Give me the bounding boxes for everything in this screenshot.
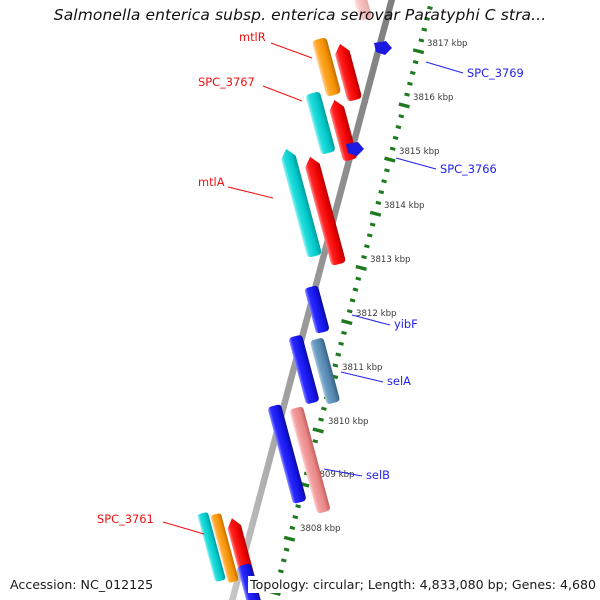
gene-label-SPC_3766[interactable]: SPC_3766 <box>440 162 497 176</box>
ruler-tick-label: 3816 kbp <box>413 93 454 103</box>
ruler-major-tick <box>398 102 410 109</box>
ruler-minor-tick <box>280 558 287 563</box>
ruler-minor-tick <box>332 363 339 368</box>
ruler-tick-label: 3815 kbp <box>399 147 440 157</box>
ruler-minor-tick <box>384 168 390 173</box>
ruler-minor-tick <box>412 59 419 65</box>
gene-blue-yibF[interactable] <box>304 285 330 334</box>
feature-marker-layer[interactable] <box>346 41 392 156</box>
label-leader-line-SPC_3761 <box>162 521 205 535</box>
ruler-minor-tick <box>355 276 362 281</box>
ruler-minor-tick <box>392 135 399 141</box>
ruler-minor-tick <box>364 244 370 249</box>
ruler-major-tick <box>283 535 296 542</box>
gene-blue-selB[interactable] <box>267 404 306 504</box>
ruler-tick-label: 3817 kbp <box>427 39 468 49</box>
ruler-tick-label: 3810 kbp <box>328 417 369 427</box>
gene-red-mtlR[interactable] <box>333 42 363 102</box>
ruler-minor-tick <box>375 200 382 206</box>
gene-cyan-mtlA[interactable] <box>279 147 322 258</box>
ruler-minor-tick <box>352 287 359 292</box>
gene-blue-bottom[interactable] <box>237 563 262 600</box>
ruler-tick-label: 3812 kbp <box>356 309 397 319</box>
ruler-minor-tick <box>418 38 425 43</box>
ruler-minor-tick <box>409 70 416 76</box>
gene-label-SPC_3769[interactable]: SPC_3769 <box>467 66 524 80</box>
ruler-minor-tick <box>407 81 413 86</box>
ruler-minor-tick <box>278 569 284 574</box>
ruler-major-tick <box>341 319 353 326</box>
gene-label-mtlA[interactable]: mtlA <box>198 175 225 189</box>
gene-cyan-3761[interactable] <box>197 512 226 582</box>
ruler-minor-tick <box>275 579 281 585</box>
gene-label-SPC_3767[interactable]: SPC_3767 <box>198 75 255 89</box>
ruler-minor-tick <box>341 330 347 336</box>
ruler-tick-labels: 3817 kbp 3816 kbp 3815 kbp 3814 kbp 3813 kbp… <box>300 39 468 534</box>
gene-steel-selA[interactable] <box>310 337 341 404</box>
gene-blue-selA[interactable] <box>288 334 319 404</box>
ruler-minor-tick <box>338 341 344 346</box>
ruler-minor-tick <box>346 309 353 314</box>
ruler-tick-label: 3811 kbp <box>342 363 383 373</box>
gene-label-yibF[interactable]: yibF <box>394 317 418 331</box>
ruler-major-tick <box>384 156 396 163</box>
ruler-major-tick <box>369 210 382 217</box>
ruler-minor-tick <box>424 16 430 21</box>
label-leader-line-selA <box>340 371 384 383</box>
ruler-minor-tick <box>395 124 402 130</box>
ruler-minor-tick <box>321 406 327 411</box>
ruler-minor-tick <box>295 504 301 509</box>
label-leader-line-yibF <box>351 314 391 326</box>
ruler-minor-tick <box>361 254 367 260</box>
label-leader-line-SPC_3766 <box>395 157 437 170</box>
gene-salmon-selB[interactable] <box>289 406 330 514</box>
ruler-minor-tick <box>292 514 299 520</box>
ruler-minor-tick <box>404 92 410 97</box>
gene-orange-mtlR[interactable] <box>312 37 342 97</box>
label-leader-line-selB <box>323 468 363 477</box>
ruler-major-tick <box>269 589 281 596</box>
label-leader-line-mtlR <box>270 42 313 59</box>
label-leader-line-mtlA <box>227 186 274 199</box>
gene-red-mtlA[interactable] <box>303 155 346 266</box>
ruler-minor-tick <box>312 439 319 444</box>
gene-orange-3761[interactable] <box>210 513 239 583</box>
ruler-major-tick <box>412 48 425 55</box>
ruler-minor-tick <box>335 352 342 357</box>
ruler-major-tick <box>312 427 324 434</box>
gene-label-SPC_3761[interactable]: SPC_3761 <box>97 512 154 526</box>
gene-label-selA[interactable]: selA <box>387 374 411 388</box>
gene-label-layer[interactable]: mtlR SPC_3767 mtlA SPC_3761 SPC_3769 SPC_3766… <box>97 30 524 535</box>
ruler-minor-tick <box>421 27 428 32</box>
gene-label-mtlR[interactable]: mtlR <box>239 30 266 44</box>
gene-pink-top[interactable] <box>351 0 372 21</box>
feature-marker-3766[interactable] <box>346 142 364 156</box>
ruler-minor-tick <box>381 179 387 184</box>
ruler-tick-label: 3809 kbp <box>314 470 355 480</box>
page-title: Salmonella enterica subsp. enterica sero… <box>53 6 547 24</box>
ruler-minor-tick <box>378 189 385 195</box>
label-leader-line-SPC_3769 <box>425 61 464 74</box>
ruler-minor-tick <box>427 5 433 11</box>
ruler-minor-tick <box>283 547 290 552</box>
gene-label-selB[interactable]: selB <box>366 468 390 482</box>
feature-marker-3769[interactable] <box>374 41 392 55</box>
ruler-tick-label: 3813 kbp <box>370 255 411 265</box>
ruler-minor-tick <box>318 417 324 422</box>
ruler-major-tick <box>355 264 367 271</box>
ruler-tick-label: 3814 kbp <box>384 201 425 211</box>
ruler-minor-tick <box>349 298 356 303</box>
gene-cyan-3767[interactable] <box>305 91 336 155</box>
ruler-tick-label: 3808 kbp <box>300 524 341 534</box>
ruler-minor-tick <box>289 525 296 531</box>
label-leader-line-SPC_3767 <box>262 85 303 102</box>
ruler-minor-tick <box>398 114 405 119</box>
gene-glyph-layer[interactable] <box>197 0 372 600</box>
ruler-minor-tick <box>389 146 396 151</box>
ruler-minor-tick <box>366 233 373 238</box>
ruler-minor-tick <box>369 222 376 227</box>
